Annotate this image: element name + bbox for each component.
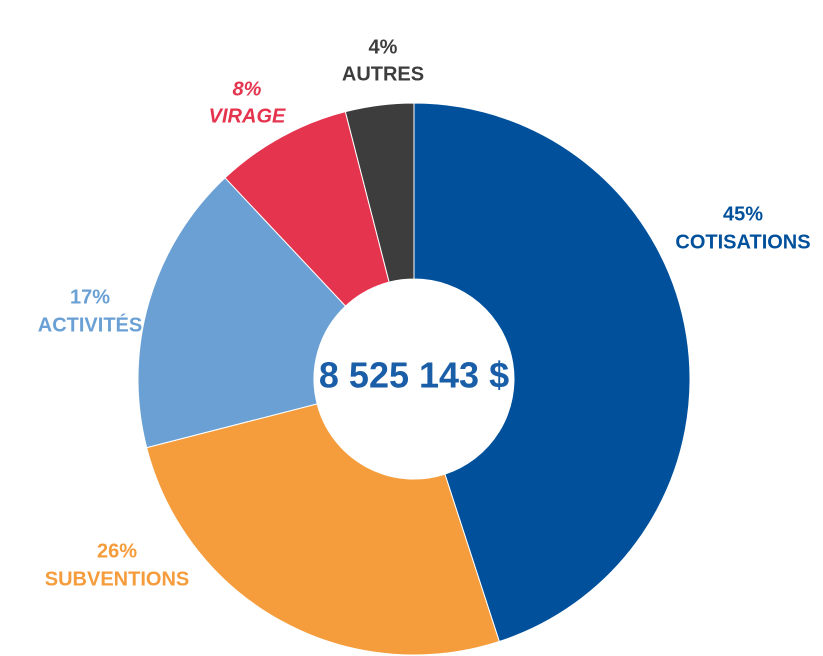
donut-slice (344, 102, 415, 283)
value-label: 8% (233, 78, 262, 100)
center-total: 8 525 143 $ (319, 355, 509, 396)
value-label: 45% (723, 203, 763, 225)
donut-slice (413, 102, 691, 643)
category-label: COTISATIONS (675, 231, 810, 253)
category-label: SUBVENTIONS (45, 568, 189, 590)
category-label: ACTIVITÉS (38, 313, 142, 336)
donut-slice (146, 403, 500, 656)
category-label: AUTRES (342, 63, 424, 85)
donut-slice (137, 177, 347, 449)
value-label: 4% (369, 36, 398, 58)
value-label: 26% (97, 540, 137, 562)
value-label: 17% (70, 286, 110, 308)
category-label: VIRAGE (209, 105, 286, 127)
